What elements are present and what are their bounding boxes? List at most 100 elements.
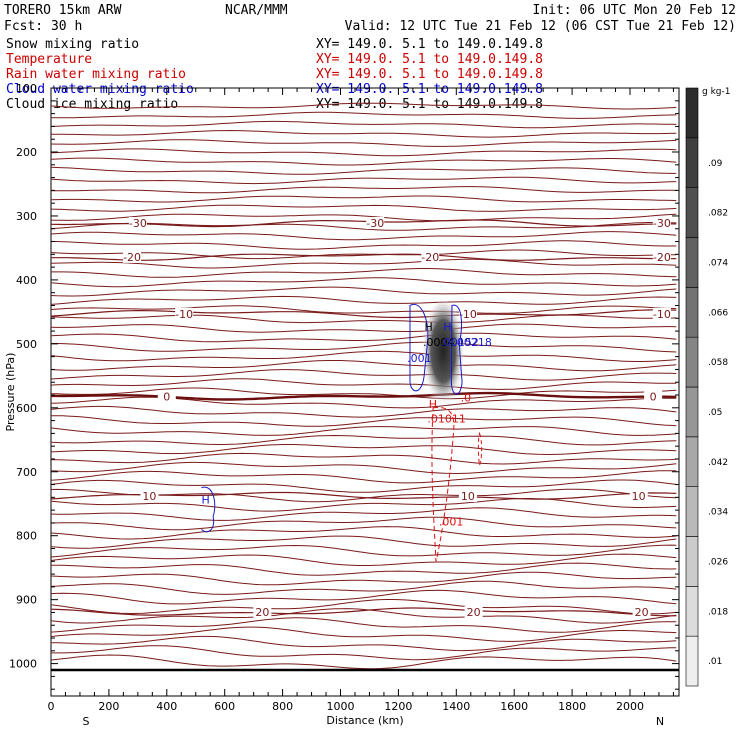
model-title: TORERO 15km ARW (4, 3, 122, 18)
colorbar-tick-label: .074 (708, 258, 728, 268)
isotherm-label: -10 (653, 308, 671, 321)
init-time: Init: 06 UTC Mon 20 Feb 12 (533, 3, 737, 18)
isotherm-label: -30 (366, 217, 384, 230)
isotherm-labeled (51, 253, 677, 261)
high-marker: H (443, 320, 451, 333)
colorbar-tick-label: .01 (708, 657, 722, 667)
colorbar-tick-label: .09 (708, 159, 723, 169)
colorbar-tick-label: .066 (708, 308, 728, 318)
north-label: N (656, 715, 664, 728)
legend-xy: XY= 149.0. 5.1 to 149.0.149.8 (316, 37, 543, 52)
isotherm (51, 186, 677, 194)
isotherm (50, 544, 677, 558)
y-tick-label: 800 (16, 530, 37, 543)
rain-label: .001 (439, 515, 464, 528)
snow-column (421, 300, 466, 413)
field-legend: Snow mixing ratio XY= 149.0. 5.1 to 149.0… (6, 37, 543, 112)
isotherm-label: -10 (175, 308, 193, 321)
y-tick-label: 500 (16, 338, 37, 351)
isotherm-label-bg (128, 216, 147, 229)
isotherm (50, 580, 677, 595)
x-tick-label: 600 (214, 700, 235, 713)
isotherm-label-bg (458, 307, 477, 320)
legend-name: Snow mixing ratio (6, 37, 139, 52)
isotherm-label-bg (253, 605, 272, 618)
x-tick-label: 800 (272, 700, 293, 713)
legend-xy: XY= 149.0. 5.1 to 149.0.149.8 (316, 52, 543, 67)
high-marker: H (202, 494, 210, 507)
isotherm (50, 305, 677, 314)
isotherm (50, 111, 677, 119)
x-tick-label: 0 (48, 700, 55, 713)
isotherm (50, 360, 677, 372)
colorbar-segment (685, 87, 699, 139)
x-tick-label: 2000 (616, 700, 644, 713)
isotherm (50, 617, 677, 633)
isotherm (51, 341, 677, 353)
x-tick-label: 1400 (442, 700, 470, 713)
x-axis-title: Distance (km) (326, 714, 403, 727)
isotherm (51, 562, 677, 576)
isotherm (50, 434, 677, 446)
legend-name: Rain water mixing ratio (6, 67, 186, 82)
isotherm (50, 479, 677, 493)
y-axis-title: Pressure (hPa) (4, 353, 17, 432)
isotherm-label-bg (175, 307, 194, 320)
isotherm-label-bg (157, 390, 176, 403)
isotherm-label: 10 (461, 490, 475, 503)
x-tick-label: 400 (156, 700, 177, 713)
colorbar-segment (685, 287, 699, 338)
isotherm-label: 20 (255, 606, 269, 619)
isotherm-label-bg (123, 250, 142, 263)
isotherm (50, 426, 677, 436)
isotherm (50, 516, 677, 531)
x-tick-label: 1800 (558, 700, 586, 713)
legend-name: Temperature (6, 52, 92, 67)
x-tick-label: 1000 (327, 700, 355, 713)
y-tick-label: 700 (16, 466, 37, 479)
isotherm (50, 535, 677, 549)
isotherm (50, 139, 677, 147)
isotherm (50, 461, 677, 475)
isotherm-label: 20 (467, 606, 481, 619)
colorbar-tick-label: .058 (708, 358, 728, 368)
y-tick-label: 200 (16, 146, 37, 159)
isotherm (50, 258, 677, 269)
isotherm (50, 332, 677, 343)
y-tick-label: 1000 (9, 658, 37, 671)
isotherm-label: -30 (129, 217, 147, 230)
isotherm (50, 157, 677, 166)
isotherm (50, 213, 677, 222)
colorbar-segment (685, 237, 699, 288)
colorbar-segment (685, 586, 699, 637)
isotherm (50, 231, 677, 241)
isotherm (50, 387, 677, 400)
isotherm (51, 645, 677, 661)
isotherm-label: -30 (653, 217, 671, 230)
isotherm (50, 195, 677, 203)
isotherm-label-bg (458, 490, 477, 503)
x-tick-label: 200 (98, 700, 119, 713)
high-marker: H (429, 398, 437, 411)
colorbar-segment (685, 436, 699, 487)
colorbar-units: g kg-1 (702, 87, 730, 97)
colorbar-segment (685, 635, 699, 687)
isotherm-label-bg (652, 250, 671, 263)
contours: -30 -30 -30 -20 -20 -20 -10 -10 -10 0 0 10 10 10 20 20 2… (50, 102, 679, 672)
valid-time: Valid: 12 UTC Tue 21 Feb 12 (06 CST Tue … (345, 19, 736, 34)
colorbar-tick-label: .05 (708, 408, 722, 418)
isotherm (50, 571, 677, 586)
colorbar-segment (685, 536, 699, 587)
isotherm-label-bg (652, 216, 671, 229)
x-tick-label: 1200 (384, 700, 412, 713)
isotherm-label-bg (464, 605, 483, 618)
isotherm-label-bg (632, 605, 651, 618)
center-title: NCAR/MMM (225, 3, 288, 18)
isotherm-label-bg (140, 490, 159, 503)
isotherm (50, 286, 677, 297)
south-label: S (83, 715, 90, 728)
legend-name: Cloud water mixing ratio (6, 82, 194, 97)
isotherm (50, 470, 677, 484)
cloud-water-label: .00218 (453, 336, 492, 349)
